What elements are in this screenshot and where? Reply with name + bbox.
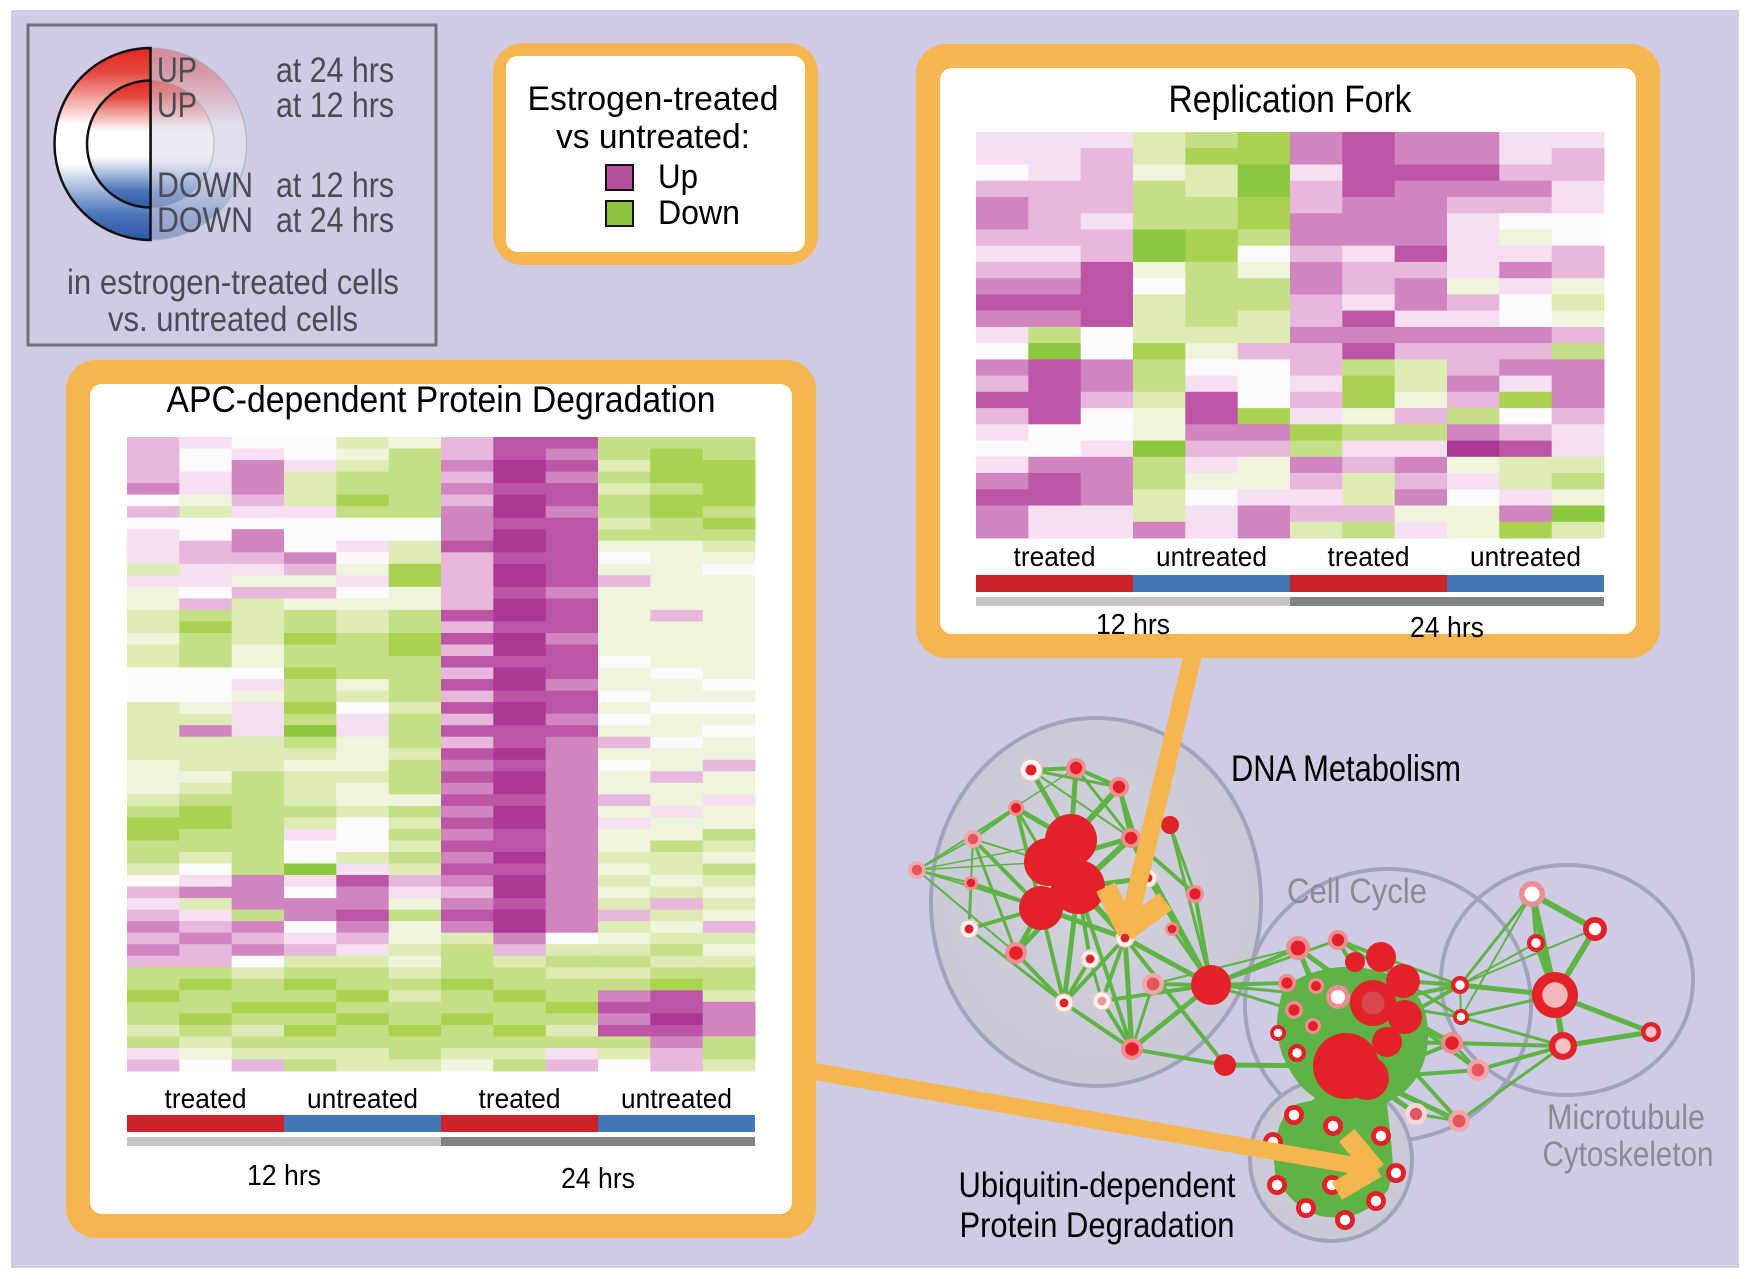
svg-text:Cell Cycle: Cell Cycle [1287,872,1427,911]
svg-text:DOWN: DOWN [157,166,253,205]
svg-text:24 hrs: 24 hrs [561,1163,635,1195]
svg-text:untreated: untreated [1156,541,1267,572]
svg-text:vs untreated:: vs untreated: [556,118,750,156]
svg-text:at 24 hrs: at 24 hrs [276,201,394,240]
svg-text:Protein Degradation: Protein Degradation [960,1206,1235,1245]
svg-text:Down: Down [658,194,740,232]
svg-text:APC-dependent Protein Degradat: APC-dependent Protein Degradation [167,379,716,420]
svg-text:UP: UP [157,86,197,125]
svg-text:at 12 hrs: at 12 hrs [276,86,394,125]
svg-text:untreated: untreated [621,1083,732,1114]
svg-text:DOWN: DOWN [157,201,253,240]
svg-text:Cytoskeleton: Cytoskeleton [1543,1135,1714,1174]
svg-text:in estrogen-treated cells: in estrogen-treated cells [67,263,399,302]
svg-text:at 12 hrs: at 12 hrs [276,166,394,205]
svg-text:treated: treated [479,1083,561,1114]
svg-text:Microtubule: Microtubule [1547,1098,1705,1137]
svg-text:Estrogen-treated: Estrogen-treated [528,80,779,118]
svg-text:24 hrs: 24 hrs [1410,612,1484,644]
svg-text:Up: Up [658,158,698,196]
svg-text:treated: treated [1328,541,1410,572]
svg-text:Ubiquitin-dependent: Ubiquitin-dependent [959,1166,1236,1205]
svg-text:treated: treated [1014,541,1096,572]
svg-text:untreated: untreated [307,1083,418,1114]
svg-text:DNA Metabolism: DNA Metabolism [1231,748,1461,789]
svg-text:Replication Fork: Replication Fork [1169,79,1413,121]
svg-text:at 24 hrs: at 24 hrs [276,51,394,90]
svg-text:vs. untreated cells: vs. untreated cells [108,300,358,339]
svg-text:untreated: untreated [1470,541,1581,572]
svg-text:12 hrs: 12 hrs [1096,609,1170,641]
svg-text:12 hrs: 12 hrs [247,1160,321,1192]
svg-text:UP: UP [157,51,197,90]
svg-text:treated: treated [165,1083,247,1114]
